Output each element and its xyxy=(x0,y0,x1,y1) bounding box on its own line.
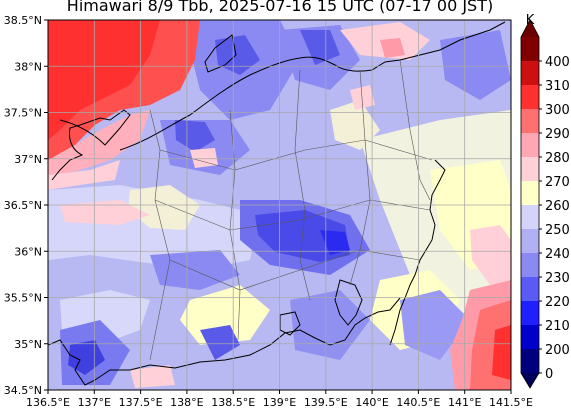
y-tick-label: 34.5°N xyxy=(4,384,42,397)
colorbar-tick-label: 0 xyxy=(545,367,553,382)
colorbar-segment xyxy=(521,157,539,182)
y-tick-label: 36°N xyxy=(14,245,42,258)
colorbar-segment xyxy=(521,61,539,86)
colorbar-tick-label: 250 xyxy=(545,223,570,238)
colorbar-tick-label: 220 xyxy=(545,295,570,310)
colorbar-tick-label: 240 xyxy=(545,247,570,262)
x-tick-label: 141.5°E xyxy=(489,396,533,409)
colorbar-ticks: 0 200 210 220 230 240 250 260 270 280 290 300 310 400 xyxy=(539,55,570,382)
colorbar-tick-label: 290 xyxy=(545,127,570,142)
x-ticks xyxy=(47,390,512,394)
coastlines xyxy=(48,21,506,386)
colorbar-segment xyxy=(521,349,539,374)
y-tick-label: 37°N xyxy=(14,153,42,166)
colorbar-tick-label: 310 xyxy=(545,79,570,94)
y-ticks xyxy=(44,19,48,391)
colorbar-segment xyxy=(521,253,539,278)
colorbar-tick-label: 280 xyxy=(545,151,570,166)
x-tick-label: 140°E xyxy=(355,396,388,409)
x-tick-label: 138.5°E xyxy=(211,396,255,409)
colorbar-tick-label: 400 xyxy=(545,55,570,70)
x-tick-label: 137.5°E xyxy=(119,396,163,409)
map-gridlines xyxy=(48,20,511,390)
colorbar-segment xyxy=(521,37,539,62)
map-title: Himawari 8/9 Tbb, 2025-07-16 15 UTC (07-… xyxy=(66,0,494,15)
y-tick-label: 36.5°N xyxy=(4,199,42,212)
colorbar-segment xyxy=(521,181,539,206)
x-tick-label: 141°E xyxy=(448,396,481,409)
y-tick-label: 38°N xyxy=(14,60,42,73)
colorbar-segment xyxy=(521,205,539,230)
colorbar-tick-label: 260 xyxy=(545,199,570,214)
colorbar-segment xyxy=(521,301,539,326)
colorbar-over-triangle xyxy=(521,20,539,37)
colorbar-under-triangle xyxy=(521,373,539,388)
x-tick-label: 138°E xyxy=(170,396,203,409)
colorbar-segment xyxy=(521,277,539,302)
y-tick-label: 35°N xyxy=(14,338,42,351)
y-tick-label: 35.5°N xyxy=(4,292,42,305)
colorbar-segment xyxy=(521,85,539,110)
y-tick-labels: 34.5°N 35°N 35.5°N 36°N 36.5°N 37°N 37.5… xyxy=(4,14,42,397)
x-tick-label: 139°E xyxy=(263,396,296,409)
x-tick-label: 137°E xyxy=(78,396,111,409)
colorbar-tick-label: 300 xyxy=(545,103,570,118)
x-tick-label: 139.5°E xyxy=(304,396,348,409)
colorbar-tick-label: 210 xyxy=(545,319,570,334)
y-tick-label: 38.5°N xyxy=(4,14,42,27)
colorbar-segment xyxy=(521,229,539,254)
colorbar-tick-label: 270 xyxy=(545,175,570,190)
colorbar-segment xyxy=(521,133,539,158)
x-tick-label: 136.5°E xyxy=(26,396,70,409)
x-tick-labels: 136.5°E 137°E 137.5°E 138°E 138.5°E 139°… xyxy=(26,396,533,409)
colorbar: K 02002102202302402502602702802903003104… xyxy=(520,13,570,389)
colorbar-segment xyxy=(521,109,539,134)
colorbar-segments xyxy=(520,19,540,389)
x-tick-label: 140.5°E xyxy=(396,396,440,409)
colorbar-tick-label: 230 xyxy=(545,271,570,286)
colorbar-segment xyxy=(521,325,539,350)
y-tick-label: 37.5°N xyxy=(4,107,42,120)
colorbar-tick-label: 200 xyxy=(545,343,570,358)
